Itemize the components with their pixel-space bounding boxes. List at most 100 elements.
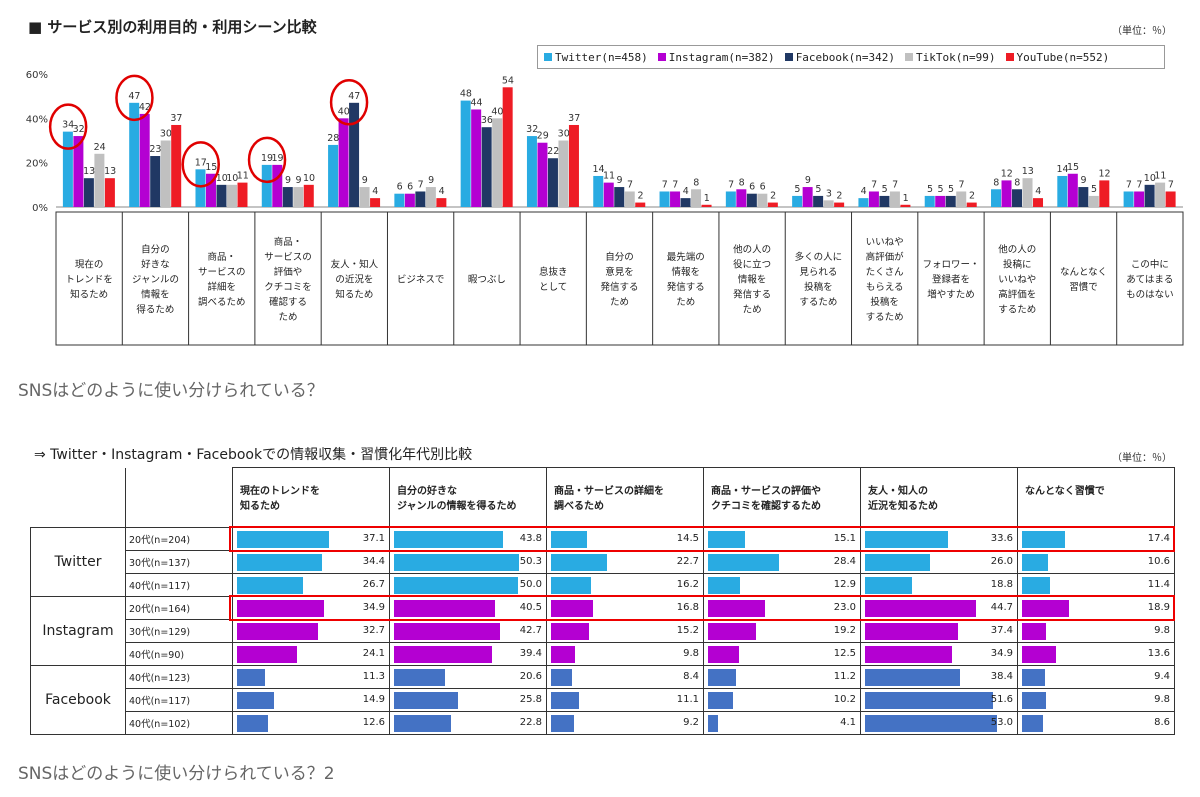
- category-label: 多くの人に見られる投稿をするため: [795, 251, 843, 308]
- service-name-cell: Twitter: [30, 527, 126, 597]
- y-tick-label: 20%: [26, 159, 48, 170]
- value-cell: 15.2: [546, 619, 704, 643]
- value-cell: 42.7: [389, 619, 547, 643]
- value-bar: [237, 715, 269, 732]
- caption-2: SNSはどのように使い分けられている？2: [18, 764, 335, 784]
- bar-instagram: [537, 142, 548, 207]
- bar-facebook: [813, 195, 824, 207]
- bar-twitter: [1123, 191, 1134, 207]
- bar-instagram: [1001, 180, 1012, 207]
- value-label: 51.6: [990, 694, 1013, 705]
- bar-twitter: [129, 102, 140, 207]
- value-label: 37.4: [990, 625, 1013, 636]
- value-label: 23.0: [833, 602, 856, 613]
- value-bar: [551, 554, 608, 571]
- header-empty: [30, 467, 126, 528]
- bar-value-label: 7: [672, 179, 678, 190]
- bar-youtube: [767, 202, 778, 207]
- column-header: 自分の好きな ジャンルの情報を得るため: [389, 467, 547, 528]
- bar-tiktok: [94, 153, 105, 207]
- bar-instagram: [736, 189, 747, 207]
- category-label: 自分の好きなジャンルの情報を得るため: [132, 244, 179, 316]
- value-bar: [237, 623, 319, 640]
- value-label: 38.4: [990, 671, 1013, 682]
- column-header: 現在のトレンドを 知るため: [232, 467, 390, 528]
- bar-value-label: 1: [903, 193, 909, 204]
- value-label: 37.1: [362, 533, 385, 544]
- bar-tiktok: [691, 189, 702, 207]
- value-label: 24.1: [362, 648, 385, 659]
- value-cell: 23.0: [703, 596, 861, 620]
- bar-youtube: [635, 202, 646, 207]
- value-bar: [551, 623, 589, 640]
- bar-value-label: 11: [603, 171, 615, 182]
- bar-value-label: 9: [296, 175, 302, 186]
- bar-value-label: 13: [83, 166, 95, 177]
- value-label: 8.6: [1154, 717, 1170, 728]
- value-label: 18.8: [990, 579, 1013, 590]
- bar-instagram: [471, 109, 482, 207]
- bar-value-label: 2: [969, 191, 975, 202]
- y-tick-label: 0%: [32, 203, 48, 214]
- column-header: なんとなく習慣で: [1017, 467, 1175, 528]
- value-cell: 19.2: [703, 619, 861, 643]
- bar-tiktok: [226, 184, 237, 207]
- value-label: 14.5: [676, 533, 699, 544]
- bar-value-label: 36: [481, 115, 493, 126]
- bar-value-label: 48: [460, 89, 472, 100]
- bar-value-label: 7: [1136, 179, 1142, 190]
- bar-value-label: 8: [693, 177, 699, 188]
- category-label: なんとなく習慣で: [1060, 267, 1107, 293]
- category-label: 息抜きとして: [539, 266, 568, 293]
- bar-value-label: 9: [285, 175, 291, 186]
- bar-youtube: [966, 202, 977, 207]
- bar-youtube: [370, 198, 381, 207]
- bar-facebook: [614, 187, 625, 207]
- age-group-cell: 20代(n=164): [125, 596, 233, 620]
- bar-value-label: 32: [526, 124, 538, 135]
- value-cell: 51.6: [860, 688, 1018, 712]
- value-label: 11.2: [833, 671, 856, 682]
- bar-tiktok: [889, 191, 900, 207]
- value-bar: [708, 692, 734, 709]
- bar-value-label: 3: [826, 188, 832, 199]
- legend-label: YouTube(n=552): [1016, 50, 1110, 64]
- bar-value-label: 10: [216, 173, 228, 184]
- value-bar: [1022, 669, 1046, 686]
- table-header-row: 現在のトレンドを 知るため 自分の好きな ジャンルの情報を得るため 商品・サービスの…: [30, 467, 1175, 528]
- value-label: 9.4: [1154, 671, 1170, 682]
- age-comparison-table: 現在のトレンドを 知るため 自分の好きな ジャンルの情報を得るため 商品・サービスの…: [30, 467, 1175, 735]
- value-cell: 11.4: [1017, 573, 1175, 597]
- value-bar: [865, 531, 949, 548]
- value-label: 10.2: [833, 694, 856, 705]
- value-bar: [237, 577, 304, 594]
- bar-facebook: [481, 127, 492, 207]
- bar-value-label: 5: [815, 184, 821, 195]
- value-label: 8.4: [683, 671, 699, 682]
- value-label: 20.6: [519, 671, 542, 682]
- bar-youtube: [237, 182, 248, 207]
- value-cell: 9.8: [1017, 619, 1175, 643]
- bar-facebook: [282, 187, 293, 207]
- category-label: 他の人の役に立つ情報を発信するため: [733, 244, 771, 316]
- value-label: 15.2: [676, 625, 699, 636]
- value-cell: 25.8: [389, 688, 547, 712]
- age-group-cell: 40代(n=123): [125, 665, 233, 689]
- bar-tiktok: [293, 187, 304, 207]
- bar-twitter: [593, 175, 604, 207]
- bar-instagram: [935, 195, 946, 207]
- bar-value-label: 7: [1168, 179, 1174, 190]
- value-bar: [237, 646, 297, 663]
- table-row: 30代(n=137) 34.4 50.3 22.7 28.4 26.0 10.6: [31, 550, 1175, 574]
- value-bar: [708, 623, 756, 640]
- value-bar: [708, 646, 740, 663]
- value-cell: 12.5: [703, 642, 861, 666]
- bar-value-label: 8: [993, 177, 999, 188]
- value-label: 43.8: [519, 533, 542, 544]
- value-cell: 18.9: [1017, 596, 1175, 620]
- chart1-svg: 0% 20% 40% 60% 現在のトレンドを知るため自分の好きなジャンルの情報を得るた…: [26, 70, 1184, 346]
- value-bar: [1022, 531, 1066, 548]
- bar-youtube: [900, 204, 911, 207]
- value-cell: 9.8: [1017, 688, 1175, 712]
- bar-value-label: 9: [805, 175, 811, 186]
